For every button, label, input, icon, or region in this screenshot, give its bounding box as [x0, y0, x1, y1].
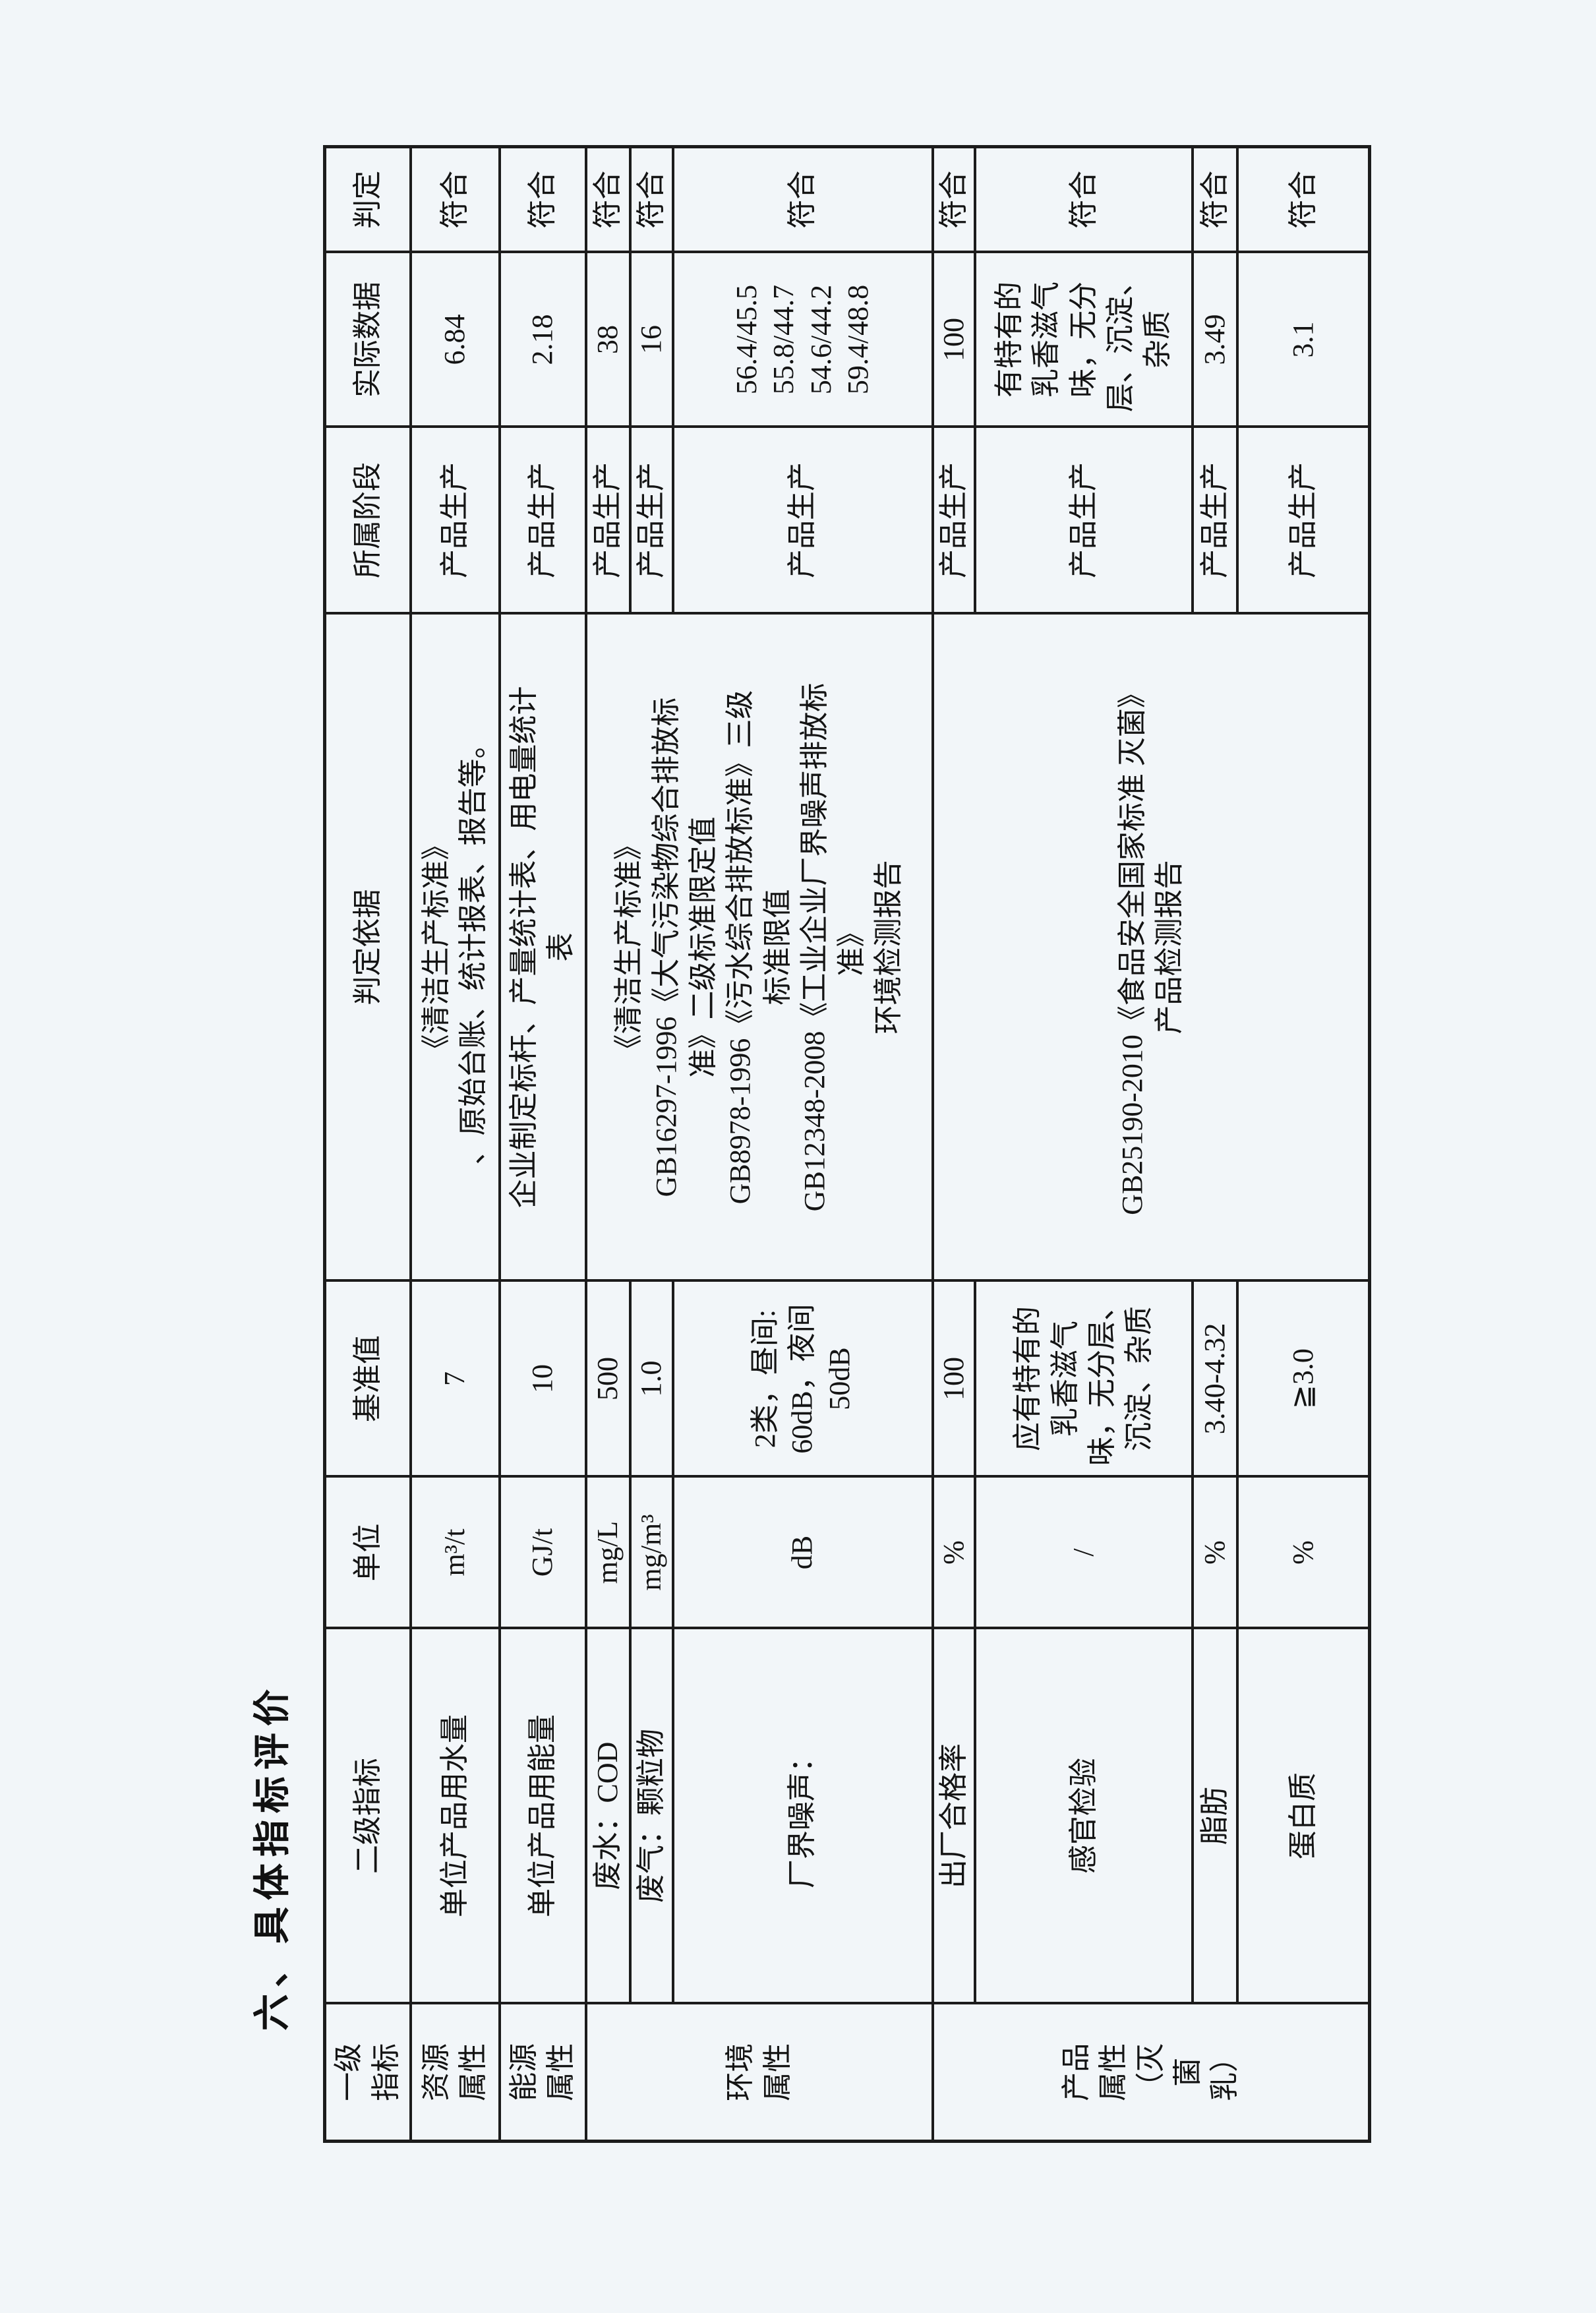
cell-noise-indicator: 厂界噪声：: [672, 1628, 933, 2004]
cell-noise-benchmark: 2类，昼间: 60dB，夜间 50dB: [672, 1280, 933, 1477]
indicator-evaluation-table: 一级 指标 二级指标 单位 基准值 判定依据 所属阶段 实际数据 判定 资源 属…: [323, 145, 1372, 2143]
cell-sensory-judgment: 符合: [974, 146, 1193, 253]
cell-energy-actual: 2.18: [499, 252, 586, 427]
cell-sensory-stage: 产品生产: [974, 427, 1193, 614]
cell-protein-benchmark: ≧3.0: [1237, 1280, 1370, 1477]
cell-noise-judgment: 符合: [672, 146, 933, 253]
cell-sensory-actual: 有特有的 乳香滋气 味，无分 层、沉淀、 杂质: [974, 252, 1193, 427]
cell-wastewater-judgment: 符合: [585, 146, 630, 253]
cell-exhaust-benchmark: 1.0: [630, 1280, 673, 1477]
cell-water-benchmark: 7: [410, 1280, 500, 1477]
cell-energy-stage: 产品生产: [499, 427, 586, 614]
cell-wastewater-benchmark: 500: [585, 1280, 630, 1477]
cell-group-environment: 环境 属性: [585, 2003, 933, 2142]
cell-water-actual: 6.84: [410, 252, 500, 427]
cell-noise-actual: 56.4/45.5 55.8/44.7 54.6/44.2 59.4/48.8: [672, 252, 933, 427]
cell-energy-basis: 企业制定标杆、产量统计表、用电量统计 表: [499, 613, 586, 1281]
header-benchmark: 基准值: [324, 1280, 411, 1477]
cell-exhaust-unit: mg/m³: [630, 1476, 673, 1629]
cell-protein-stage: 产品生产: [1237, 427, 1370, 614]
table-header-row: 一级 指标 二级指标 单位 基准值 判定依据 所属阶段 实际数据 判定: [324, 146, 411, 2142]
table-row-energy: 能源 属性 单位产品用能量 GJ/t 10 企业制定标杆、产量统计表、用电量统计…: [499, 146, 586, 2142]
cell-fat-stage: 产品生产: [1192, 427, 1237, 614]
cell-pass-rate-judgment: 符合: [932, 146, 975, 253]
cell-pass-rate-benchmark: 100: [932, 1280, 975, 1477]
table-row-water: 资源 属性 单位产品用水量 m³/t 7 《清洁生产标准》 、原始台账、统计报表…: [410, 146, 500, 2142]
cell-pass-rate-unit: %: [932, 1476, 975, 1629]
cell-energy-unit: GJ/t: [499, 1476, 586, 1629]
cell-protein-unit: %: [1237, 1476, 1370, 1629]
cell-pass-rate-stage: 产品生产: [932, 427, 975, 614]
cell-pass-rate-actual: 100: [932, 252, 975, 427]
cell-protein-actual: 3.1: [1237, 252, 1370, 427]
page-title: 六、具体指标评价: [252, 1683, 293, 2031]
cell-group-product: 产品 属性 （灭 菌 乳）: [932, 2003, 1370, 2142]
cell-water-judgment: 符合: [410, 146, 500, 253]
cell-energy-judgment: 符合: [499, 146, 586, 253]
cell-noise-stage: 产品生产: [672, 427, 933, 614]
cell-exhaust-judgment: 符合: [630, 146, 673, 253]
cell-wastewater-indicator: 废水：COD: [585, 1628, 630, 2004]
cell-fat-judgment: 符合: [1192, 146, 1237, 253]
header-unit: 单位: [324, 1476, 411, 1629]
header-stage: 所属阶段: [324, 427, 411, 614]
cell-environment-basis: 《清洁生产标准》 GB16297-1996《大气污染物综合排放标 准》二级标准限…: [585, 613, 933, 1281]
cell-protein-judgment: 符合: [1237, 146, 1370, 253]
header-actual-data: 实际数据: [324, 252, 411, 427]
cell-group-energy: 能源 属性: [499, 2003, 586, 2142]
cell-sensory-benchmark: 应有特有的 乳香滋气 味，无分层、 沉淀、杂质: [974, 1280, 1193, 1477]
cell-wastewater-stage: 产品生产: [585, 427, 630, 614]
cell-sensory-unit: /: [974, 1476, 1193, 1629]
cell-sensory-indicator: 感官检验: [974, 1628, 1193, 2004]
cell-water-indicator: 单位产品用水量: [410, 1628, 500, 2004]
cell-fat-actual: 3.49: [1192, 252, 1237, 427]
cell-exhaust-actual: 16: [630, 252, 673, 427]
cell-wastewater-actual: 38: [585, 252, 630, 427]
cell-fat-indicator: 脂肪: [1192, 1628, 1237, 2004]
cell-exhaust-stage: 产品生产: [630, 427, 673, 614]
cell-noise-unit: dB: [672, 1476, 933, 1629]
cell-fat-unit: %: [1192, 1476, 1237, 1629]
cell-water-stage: 产品生产: [410, 427, 500, 614]
cell-wastewater-unit: mg/L: [585, 1476, 630, 1629]
table-row-pass-rate: 产品 属性 （灭 菌 乳） 出厂合格率 % 100 GB25190-2010《食…: [932, 146, 1370, 2142]
header-basis: 判定依据: [324, 613, 411, 1281]
header-level1-indicator: 一级 指标: [324, 2003, 411, 2142]
cell-protein-indicator: 蛋白质: [1237, 1628, 1370, 2004]
table-row-wastewater: 环境 属性 废水：COD mg/L 500 《清洁生产标准》 GB16297-1…: [585, 146, 933, 2142]
header-judgment: 判定: [324, 146, 411, 253]
cell-water-unit: m³/t: [410, 1476, 500, 1629]
cell-energy-indicator: 单位产品用能量: [499, 1628, 586, 2004]
cell-water-basis: 《清洁生产标准》 、原始台账、统计报表、报告等。: [410, 613, 500, 1281]
header-level2-indicator: 二级指标: [324, 1628, 411, 2004]
cell-fat-benchmark: 3.40-4.32: [1192, 1280, 1237, 1477]
cell-energy-benchmark: 10: [499, 1280, 586, 1477]
cell-pass-rate-indicator: 出厂合格率: [932, 1628, 975, 2004]
cell-product-basis: GB25190-2010《食品安全国家标准 灭菌》 产品检测报告: [932, 613, 1370, 1281]
cell-exhaust-indicator: 废气：颗粒物: [630, 1628, 673, 2004]
cell-group-resource: 资源 属性: [410, 2003, 500, 2142]
